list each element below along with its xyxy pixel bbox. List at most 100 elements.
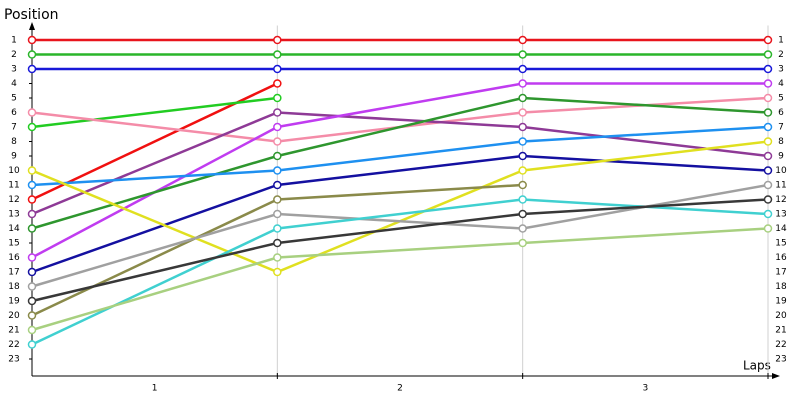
point <box>27 180 37 190</box>
point <box>27 35 37 45</box>
point <box>27 166 37 175</box>
point <box>763 79 773 88</box>
y-tick-label: 5 <box>11 94 17 104</box>
y-tick-label-right: 4 <box>778 79 784 89</box>
y-tick-label: 12 <box>8 195 19 205</box>
series-line <box>31 111 769 216</box>
y-tick-label: 17 <box>8 268 19 278</box>
y-tick-label-right: 19 <box>775 297 787 307</box>
y-tick-label: 22 <box>8 340 19 350</box>
point <box>27 253 37 262</box>
y-tick-label-right: 3 <box>778 65 784 75</box>
point <box>273 108 282 117</box>
y-tick-label: 2 <box>11 50 17 60</box>
y-tick-label-right: 15 <box>775 239 786 249</box>
point <box>273 137 282 146</box>
point <box>273 224 282 233</box>
point <box>518 108 527 117</box>
point <box>518 35 527 45</box>
point <box>518 238 527 248</box>
y-tick-label: 13 <box>8 210 19 220</box>
point <box>518 195 527 204</box>
y-tick-label-right: 23 <box>775 355 786 365</box>
x-axis-arrow <box>772 373 780 379</box>
point <box>518 224 527 233</box>
y-tick-label: 4 <box>11 79 17 89</box>
y-tick-label: 1 <box>11 36 17 46</box>
point <box>763 64 773 74</box>
point <box>273 166 282 175</box>
y-tick-label-right: 11 <box>775 181 786 191</box>
point <box>273 180 282 190</box>
point <box>27 325 37 335</box>
y-tick-label: 7 <box>11 123 17 133</box>
point <box>273 267 282 277</box>
y-tick-label-right: 6 <box>778 108 784 118</box>
y-tick-label-right: 16 <box>775 253 787 263</box>
point <box>27 122 37 132</box>
y-tick-label-right: 1 <box>778 36 784 46</box>
point <box>273 238 282 248</box>
y-tick-label: 9 <box>11 152 17 162</box>
point <box>518 79 527 88</box>
y-tick-label: 16 <box>8 253 20 263</box>
lap-label: 1 <box>152 384 158 394</box>
y-tick-label-right: 17 <box>775 268 786 278</box>
y-tick-label-right: 7 <box>778 123 784 133</box>
point <box>763 180 773 190</box>
point <box>273 122 282 132</box>
y-tick-label: 6 <box>11 108 17 118</box>
point <box>763 108 773 117</box>
y-tick-label: 21 <box>8 326 19 336</box>
y-tick-label-right: 18 <box>775 282 787 292</box>
y-tick-label-right: 14 <box>775 224 787 234</box>
y-tick-label-right: 12 <box>775 195 786 205</box>
series-line <box>31 96 278 129</box>
series-line <box>31 125 769 187</box>
point <box>518 151 527 161</box>
y-tick-label-right: 13 <box>775 210 786 220</box>
point <box>763 209 773 219</box>
y-tick-label: 8 <box>11 137 17 147</box>
y-tick-label: 3 <box>11 65 17 75</box>
point <box>27 108 37 117</box>
point <box>27 267 37 277</box>
point <box>518 64 527 74</box>
point <box>273 195 282 204</box>
y-tick-label: 14 <box>8 224 20 234</box>
point <box>273 50 282 59</box>
point <box>763 122 773 132</box>
point <box>273 151 282 161</box>
point <box>273 35 282 45</box>
y-tick-label: 20 <box>8 311 20 321</box>
point <box>518 137 527 146</box>
point <box>273 253 282 262</box>
y-tick-label-right: 9 <box>778 152 784 162</box>
point <box>27 296 37 306</box>
y-tick-label-right: 22 <box>775 340 786 350</box>
lap-label: 2 <box>397 384 403 394</box>
point <box>763 151 773 161</box>
y-axis-label: Position <box>4 7 59 23</box>
y-tick-label: 11 <box>8 181 19 191</box>
point <box>518 93 527 103</box>
y-tick-label: 19 <box>8 297 20 307</box>
point <box>763 195 773 204</box>
y-tick-label: 23 <box>8 355 19 365</box>
point <box>27 224 37 233</box>
point <box>27 50 37 59</box>
point <box>763 93 773 103</box>
point <box>518 166 527 175</box>
point <box>273 209 282 219</box>
point <box>763 224 773 233</box>
y-tick-label-right: 10 <box>775 166 787 176</box>
series-line <box>31 154 769 274</box>
point <box>27 64 37 74</box>
point <box>27 340 37 349</box>
lap-label: 3 <box>642 384 648 394</box>
point <box>763 35 773 45</box>
y-tick-label-right: 2 <box>778 50 784 60</box>
point <box>27 195 37 204</box>
series-line <box>31 198 769 303</box>
